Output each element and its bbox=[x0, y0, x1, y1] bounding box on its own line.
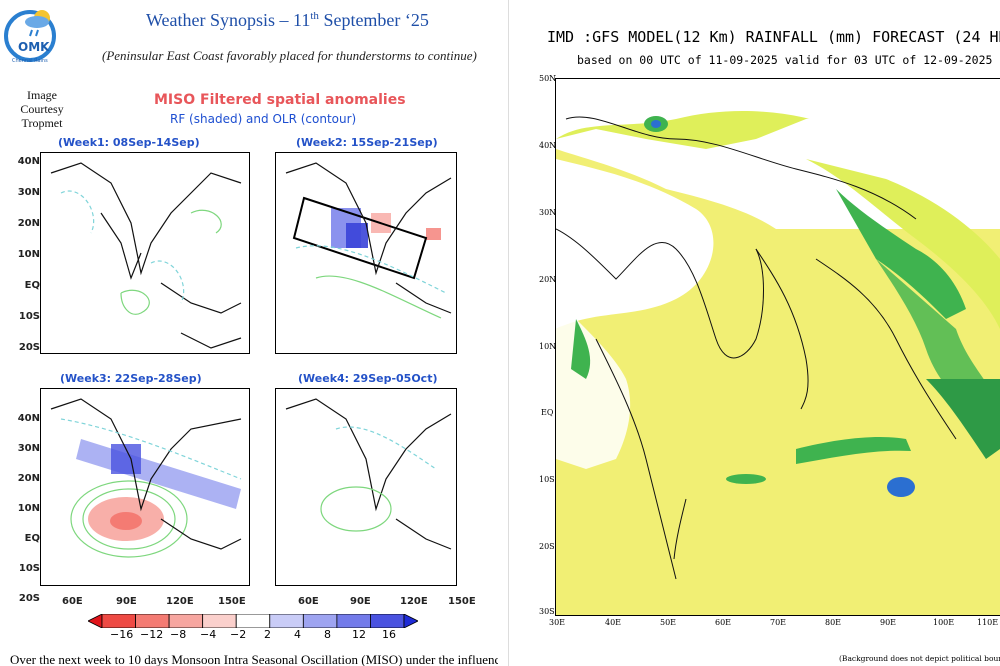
rainfall-title: IMD :GFS MODEL(12 Km) RAINFALL (mm) FORE… bbox=[547, 28, 1000, 46]
miso-title: MISO Filtered spatial anomalies bbox=[154, 92, 406, 108]
colorbar bbox=[87, 613, 419, 629]
colorbar-arrow-left bbox=[87, 613, 103, 629]
lon-tick: 60E bbox=[62, 596, 83, 607]
colorbar-label: −16 bbox=[110, 628, 134, 641]
week3-map bbox=[40, 388, 250, 586]
week3-label: (Week3: 22Sep-28Sep) bbox=[60, 372, 202, 385]
rain-lon-tick: 60E bbox=[715, 618, 732, 627]
colorbar-swatch bbox=[168, 613, 204, 629]
colorbar-label: −12 bbox=[140, 628, 164, 641]
rain-lat-tick: 50N bbox=[539, 74, 557, 83]
logo-text: OMK bbox=[18, 40, 50, 54]
colorbar-labels: −16 −12 −8 −4 −2 2 4 8 12 16 bbox=[88, 628, 418, 642]
synopsis-subtitle: (Peninsular East Coast favorably placed … bbox=[102, 48, 477, 63]
colorbar-swatch bbox=[135, 613, 170, 629]
lat-tick: 20S bbox=[18, 342, 40, 353]
title-rest: September ‘25 bbox=[318, 10, 429, 30]
rain-lat-tick: 10S bbox=[539, 475, 555, 484]
lat-tick: 10N bbox=[17, 249, 40, 260]
synopsis-bottom-text: Over the next week to 10 days Monsoon In… bbox=[10, 652, 498, 666]
lat-tick: 20S bbox=[18, 593, 40, 604]
omk-logo: OMK Chennai Rains bbox=[4, 6, 60, 74]
colorbar-label: −2 bbox=[230, 628, 247, 641]
rain-lat-tick: EQ bbox=[541, 408, 554, 417]
lat-tick: 40N bbox=[17, 156, 40, 167]
colorbar-swatch bbox=[370, 613, 405, 629]
rain-lon-tick: 40E bbox=[605, 618, 622, 627]
rain-lon-tick: 90E bbox=[880, 618, 897, 627]
synopsis-title: Weather Synopsis – 11th September ‘25 bbox=[146, 10, 429, 31]
colorbar-label: −4 bbox=[200, 628, 217, 641]
colorbar-swatch bbox=[101, 613, 136, 629]
colorbar-swatch bbox=[269, 613, 304, 629]
rainfall-map bbox=[555, 78, 1000, 616]
week1-label: (Week1: 08Sep-14Sep) bbox=[58, 136, 200, 149]
colorbar-swatch bbox=[302, 613, 338, 629]
colorbar-swatch bbox=[336, 613, 371, 629]
lat-tick: EQ bbox=[24, 533, 40, 544]
rain-lat-tick: 20S bbox=[539, 542, 555, 551]
rain-lon-tick: 110E bbox=[977, 618, 999, 627]
courtesy-line2: Tropmet bbox=[21, 116, 63, 130]
lon-tick: 150E bbox=[448, 596, 476, 607]
gfs-rainfall-forecast-panel: IMD :GFS MODEL(12 Km) RAINFALL (mm) FORE… bbox=[508, 0, 1000, 666]
logo-subtext: Chennai Rains bbox=[12, 58, 48, 64]
weather-synopsis-panel: OMK Chennai Rains Weather Synopsis – 11t… bbox=[4, 6, 498, 666]
week1-map bbox=[40, 152, 250, 354]
lon-tick: 90E bbox=[350, 596, 371, 607]
colorbar-label: 2 bbox=[264, 628, 271, 641]
rain-lat-tick: 10N bbox=[539, 342, 557, 351]
rainfall-subtitle: based on 00 UTC of 11-09-2025 valid for … bbox=[577, 53, 993, 67]
lon-tick: 120E bbox=[400, 596, 428, 607]
lat-tick: 40N bbox=[17, 413, 40, 424]
rain-lon-tick: 80E bbox=[825, 618, 842, 627]
rain-lon-tick: 100E bbox=[933, 618, 955, 627]
rain-lat-tick: 20N bbox=[539, 275, 557, 284]
title-sup: th bbox=[310, 10, 319, 22]
rainfall-title-clip: IMD :GFS MODEL(12 Km) RAINFALL (mm) FORE… bbox=[547, 28, 1000, 48]
lat-ticks-top: 40N 30N 20N 10N EQ 10S 20S bbox=[10, 146, 40, 363]
week4-label: (Week4: 29Sep-05Oct) bbox=[298, 372, 438, 385]
courtesy-line1: Image Courtesy bbox=[20, 88, 64, 116]
rain-lat-tick: 40N bbox=[539, 141, 557, 150]
colorbar-swatch bbox=[235, 613, 271, 629]
lat-ticks-bottom: 40N 30N 20N 10N EQ 10S 20S bbox=[10, 404, 40, 614]
colorbar-label: 12 bbox=[352, 628, 366, 641]
week4-map bbox=[275, 388, 457, 586]
lat-tick: 30N bbox=[17, 443, 40, 454]
lat-tick: EQ bbox=[24, 280, 40, 291]
colorbar-label: −8 bbox=[170, 628, 187, 641]
rain-lon-tick: 70E bbox=[770, 618, 787, 627]
title-main: Weather Synopsis – 11 bbox=[146, 10, 311, 30]
lat-tick: 10N bbox=[17, 503, 40, 514]
week2-label: (Week2: 15Sep-21Sep) bbox=[296, 136, 438, 149]
rf-olr-subtitle: RF (shaded) and OLR (contour) bbox=[170, 112, 357, 126]
rain-lon-tick: 50E bbox=[660, 618, 677, 627]
lat-tick: 30N bbox=[17, 187, 40, 198]
lat-tick: 20N bbox=[17, 218, 40, 229]
lon-tick: 150E bbox=[218, 596, 246, 607]
lon-tick: 90E bbox=[116, 596, 137, 607]
colorbar-label: 4 bbox=[294, 628, 301, 641]
colorbar-swatch bbox=[202, 613, 237, 629]
lat-tick: 10S bbox=[18, 563, 40, 574]
week2-map bbox=[275, 152, 457, 354]
lon-tick: 60E bbox=[298, 596, 319, 607]
rainfall-footer-clip: (Background does not depict political bo… bbox=[839, 654, 1000, 666]
image-courtesy: Image Courtesy Tropmet bbox=[6, 88, 78, 130]
lat-tick: 10S bbox=[18, 311, 40, 322]
colorbar-label: 8 bbox=[324, 628, 331, 641]
lat-tick: 20N bbox=[17, 473, 40, 484]
rain-lon-tick: 30E bbox=[549, 618, 566, 627]
rain-lat-tick: 30N bbox=[539, 208, 557, 217]
colorbar-arrow-right bbox=[403, 613, 419, 629]
rain-lat-tick: 30S bbox=[539, 607, 555, 616]
bottom-text-clip: Over the next week to 10 days Monsoon In… bbox=[10, 652, 498, 666]
lon-tick: 120E bbox=[166, 596, 194, 607]
colorbar-label: 16 bbox=[382, 628, 396, 641]
rainfall-footer: (Background does not depict political bo… bbox=[839, 654, 1000, 663]
